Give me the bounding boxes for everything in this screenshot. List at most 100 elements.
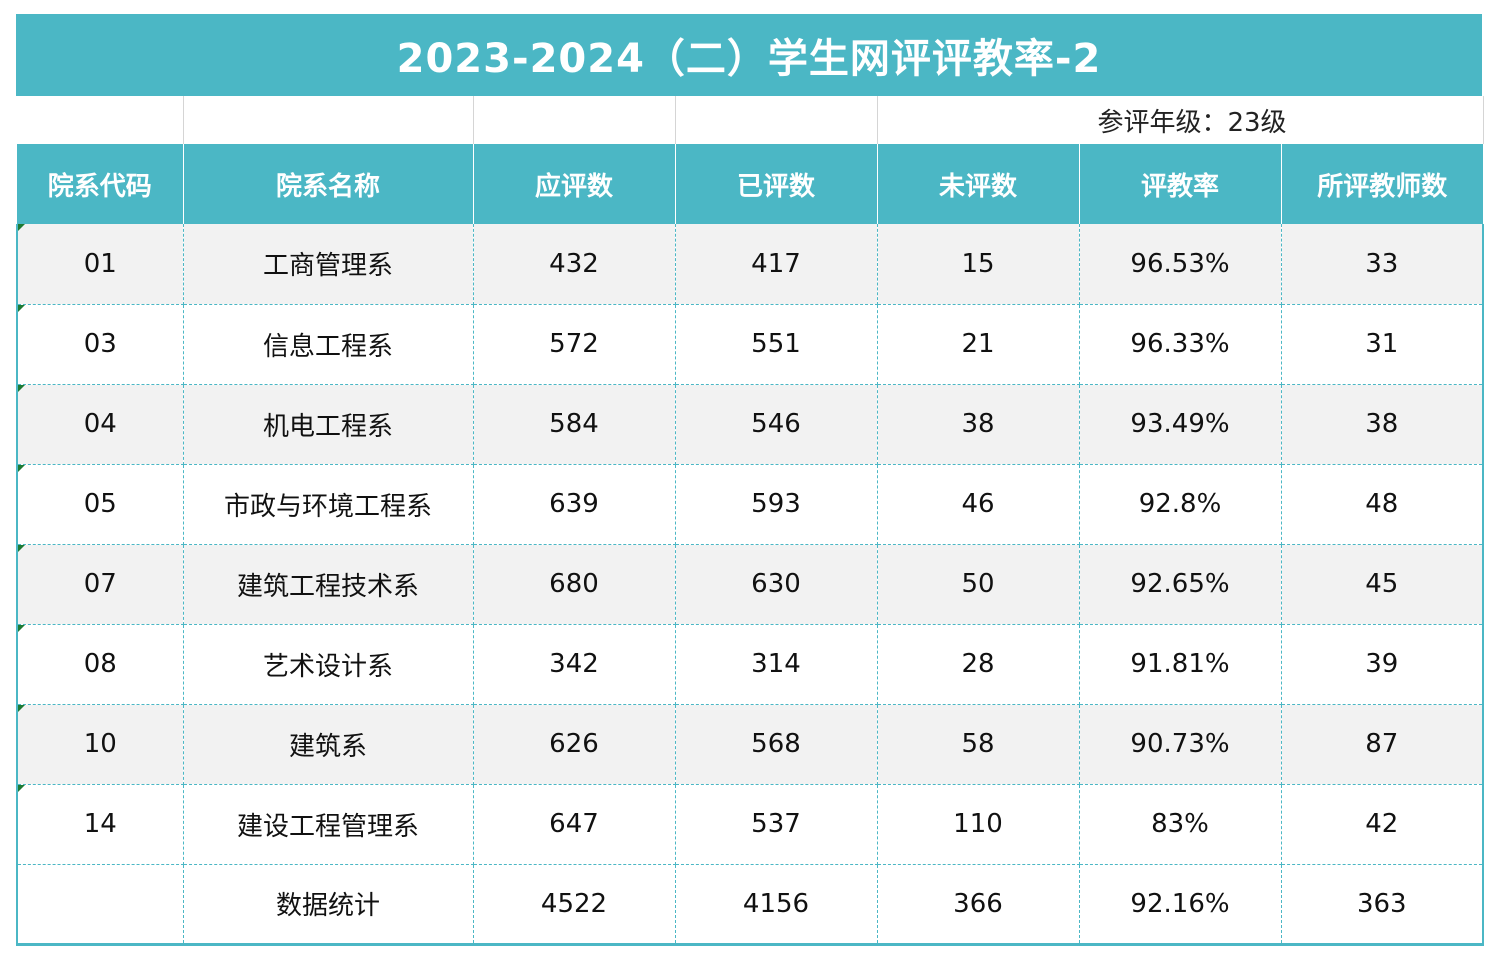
text-number-flag-icon <box>18 544 25 552</box>
spreadsheet: 2023-2024（二）学生网评评教率-2 参评年级：23级 院系代码 院系名称… <box>16 14 1485 946</box>
table-cell[interactable]: 93.49% <box>1079 384 1282 465</box>
dept-code-cell[interactable]: 14 <box>16 784 184 865</box>
table-cell[interactable]: 58 <box>877 704 1080 785</box>
table-row: 08 艺术设计系 342 314 28 91.81% 39 <box>16 624 1485 705</box>
cell[interactable] <box>183 96 474 144</box>
dept-code-cell[interactable]: 04 <box>16 384 184 465</box>
table-cell[interactable]: 建筑系 <box>183 704 474 785</box>
table-cell[interactable]: 92.65% <box>1079 544 1282 625</box>
table-cell[interactable]: 50 <box>877 544 1080 625</box>
dept-code: 14 <box>83 809 117 839</box>
table-cell[interactable]: 680 <box>473 544 676 625</box>
column-header[interactable]: 已评数 <box>675 144 878 224</box>
table-cell[interactable]: 647 <box>473 784 676 865</box>
column-header[interactable]: 未评数 <box>877 144 1080 224</box>
total-cell[interactable]: 92.16% <box>1079 864 1282 946</box>
table-cell[interactable]: 593 <box>675 464 878 545</box>
table-cell[interactable]: 432 <box>473 224 676 305</box>
table-cell[interactable]: 46 <box>877 464 1080 545</box>
total-cell[interactable]: 数据统计 <box>183 864 474 946</box>
evaluation-table: 参评年级：23级 院系代码 院系名称 应评数 已评数 未评数 评教率 所评教师数… <box>16 96 1485 946</box>
dept-code-cell[interactable]: 05 <box>16 464 184 545</box>
table-cell[interactable]: 630 <box>675 544 878 625</box>
table-cell[interactable]: 39 <box>1281 624 1485 705</box>
table-cell[interactable]: 38 <box>1281 384 1485 465</box>
dept-code-cell[interactable]: 10 <box>16 704 184 785</box>
table-cell[interactable]: 96.33% <box>1079 304 1282 385</box>
table-cell[interactable]: 31 <box>1281 304 1485 385</box>
table-cell[interactable]: 96.53% <box>1079 224 1282 305</box>
dept-code-cell[interactable]: 01 <box>16 224 184 305</box>
cell[interactable] <box>675 96 878 144</box>
total-row: 数据统计 4522 4156 366 92.16% 363 <box>16 864 1485 946</box>
dept-code-cell[interactable]: 03 <box>16 304 184 385</box>
dept-code: 08 <box>83 649 117 679</box>
text-number-flag-icon <box>18 384 25 392</box>
dept-code-cell[interactable]: 08 <box>16 624 184 705</box>
total-cell[interactable]: 366 <box>877 864 1080 946</box>
text-number-flag-icon <box>18 704 25 712</box>
dept-code: 03 <box>83 329 117 359</box>
table-cell[interactable]: 工商管理系 <box>183 224 474 305</box>
table-cell[interactable]: 15 <box>877 224 1080 305</box>
table-cell[interactable]: 33 <box>1281 224 1485 305</box>
table-cell[interactable]: 90.73% <box>1079 704 1282 785</box>
column-header[interactable]: 所评教师数 <box>1281 144 1484 224</box>
grade-label[interactable]: 参评年级：23级 <box>877 96 1484 144</box>
table-cell[interactable]: 568 <box>675 704 878 785</box>
table-row: 05 市政与环境工程系 639 593 46 92.8% 48 <box>16 464 1485 545</box>
table-row: 10 建筑系 626 568 58 90.73% 87 <box>16 704 1485 785</box>
table-cell[interactable]: 21 <box>877 304 1080 385</box>
table-row: 14 建设工程管理系 647 537 110 83% 42 <box>16 784 1485 865</box>
table-cell[interactable]: 87 <box>1281 704 1485 785</box>
text-number-flag-icon <box>18 224 25 231</box>
table-cell[interactable]: 91.81% <box>1079 624 1282 705</box>
column-header[interactable]: 院系代码 <box>17 144 184 224</box>
dept-code-cell[interactable]: 07 <box>16 544 184 625</box>
table-cell[interactable]: 38 <box>877 384 1080 465</box>
dept-code: 07 <box>83 569 117 599</box>
total-cell[interactable]: 4156 <box>675 864 878 946</box>
table-cell[interactable]: 110 <box>877 784 1080 865</box>
table-cell[interactable]: 417 <box>675 224 878 305</box>
column-header[interactable]: 院系名称 <box>183 144 474 224</box>
table-cell[interactable]: 建设工程管理系 <box>183 784 474 865</box>
table-cell[interactable]: 626 <box>473 704 676 785</box>
table-cell[interactable]: 572 <box>473 304 676 385</box>
table-cell[interactable]: 45 <box>1281 544 1485 625</box>
table-cell[interactable]: 342 <box>473 624 676 705</box>
table-cell[interactable]: 48 <box>1281 464 1485 545</box>
table-cell[interactable]: 艺术设计系 <box>183 624 474 705</box>
text-number-flag-icon <box>18 624 25 632</box>
text-number-flag-icon <box>18 464 25 472</box>
table-cell[interactable]: 551 <box>675 304 878 385</box>
dept-code: 10 <box>83 729 117 759</box>
total-cell[interactable]: 4522 <box>473 864 676 946</box>
column-header[interactable]: 评教率 <box>1079 144 1282 224</box>
table-cell[interactable]: 584 <box>473 384 676 465</box>
table-cell[interactable]: 信息工程系 <box>183 304 474 385</box>
table-cell[interactable]: 314 <box>675 624 878 705</box>
cell[interactable] <box>473 96 676 144</box>
total-cell[interactable]: 363 <box>1281 864 1485 946</box>
table-cell[interactable]: 42 <box>1281 784 1485 865</box>
text-number-flag-icon <box>18 784 25 792</box>
table-cell[interactable]: 537 <box>675 784 878 865</box>
dept-code: 05 <box>83 489 117 519</box>
text-number-flag-icon <box>18 304 25 312</box>
table-row: 03 信息工程系 572 551 21 96.33% 31 <box>16 304 1485 385</box>
column-header[interactable]: 应评数 <box>473 144 676 224</box>
table-cell[interactable]: 市政与环境工程系 <box>183 464 474 545</box>
dept-code: 01 <box>83 248 117 279</box>
table-cell[interactable]: 546 <box>675 384 878 465</box>
table-cell[interactable]: 83% <box>1079 784 1282 865</box>
table-cell[interactable]: 92.8% <box>1079 464 1282 545</box>
table-cell[interactable]: 建筑工程技术系 <box>183 544 474 625</box>
sheet-title: 2023-2024（二）学生网评评教率-2 <box>16 14 1482 96</box>
table-cell[interactable]: 28 <box>877 624 1080 705</box>
table-cell[interactable]: 639 <box>473 464 676 545</box>
table-row: 01 工商管理系 432 417 15 96.53% 33 <box>16 224 1485 305</box>
table-cell[interactable]: 机电工程系 <box>183 384 474 465</box>
total-cell[interactable] <box>16 864 184 946</box>
cell[interactable] <box>17 96 184 144</box>
